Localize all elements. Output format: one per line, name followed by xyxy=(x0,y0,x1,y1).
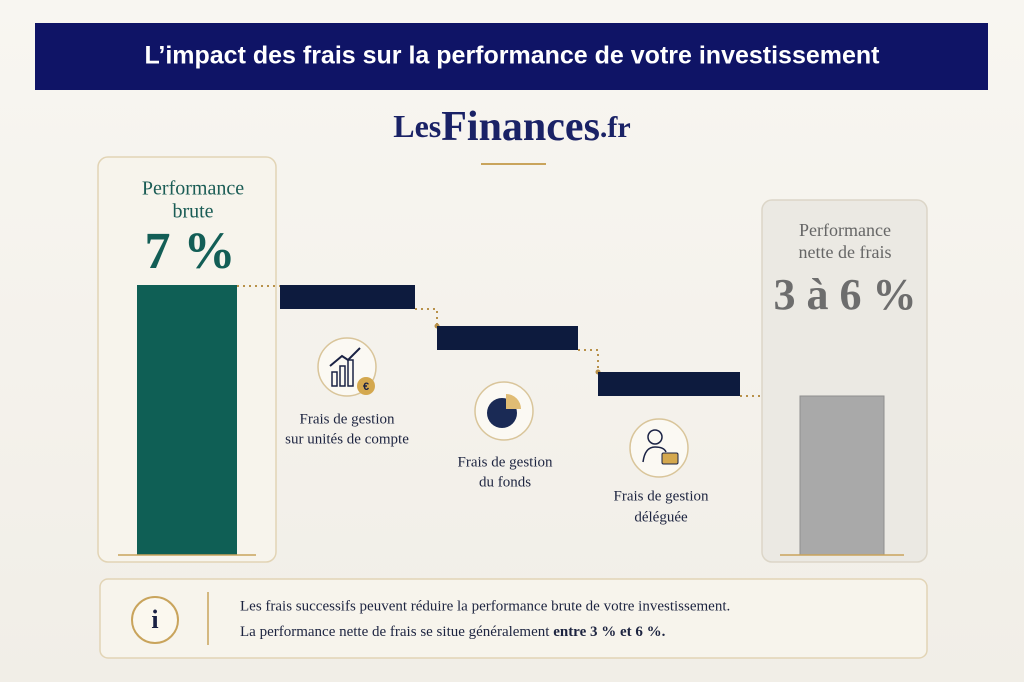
fee-label: sur unités de compte xyxy=(285,431,409,447)
connector xyxy=(415,308,438,326)
brand: LesFinances.fr xyxy=(393,104,630,150)
info-text: La performance nette de frais se situe g… xyxy=(240,624,666,640)
info-icon-glyph: i xyxy=(151,605,158,634)
header-title: L’impact des frais sur la performance de… xyxy=(144,42,880,70)
svg-text:€: € xyxy=(363,381,369,393)
header-band xyxy=(35,23,988,90)
info-text-bold: entre 3 % et 6 %. xyxy=(553,624,665,640)
net-label: nette de frais xyxy=(799,242,892,262)
net-label: Performance xyxy=(799,220,891,240)
fee-label: déléguée xyxy=(634,509,688,525)
connector xyxy=(578,349,599,372)
fee-label: Frais de gestion xyxy=(300,411,395,427)
info-text: Les frais successifs peuvent réduire la … xyxy=(240,598,730,614)
gross-label: Performance xyxy=(142,178,244,200)
gross-value: 7 % xyxy=(145,223,236,280)
fee-icon: € xyxy=(317,337,377,397)
fee-bar xyxy=(437,326,578,350)
info-box xyxy=(99,578,928,659)
fee-label: Frais de gestion xyxy=(458,454,553,470)
fee-label: du fonds xyxy=(479,474,531,490)
fee-label: Frais de gestion xyxy=(614,488,709,504)
fee-bar xyxy=(598,372,740,396)
brand-suffix: .fr xyxy=(600,111,631,144)
gross-label: brute xyxy=(172,201,213,223)
fee-icon xyxy=(629,418,689,478)
brand-prefix: Les xyxy=(393,108,441,144)
brand-name: Finances xyxy=(441,104,600,150)
net-value: 3 à 6 % xyxy=(774,270,917,319)
gross-bar xyxy=(137,285,237,555)
info-text-part: La performance nette de frais se situe g… xyxy=(240,624,553,640)
info-icon xyxy=(131,596,179,644)
fee-bar xyxy=(280,285,415,309)
net-bar xyxy=(799,395,885,556)
fee-icon xyxy=(474,381,534,441)
